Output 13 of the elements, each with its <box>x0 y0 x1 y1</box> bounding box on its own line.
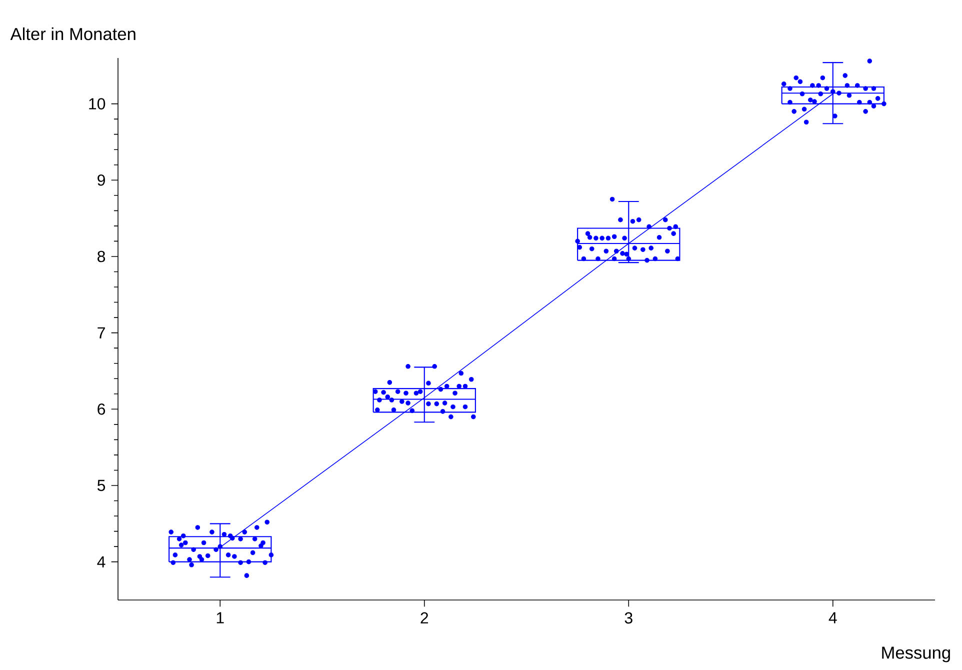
x-tick-label: 1 <box>216 612 224 624</box>
y-tick-label: 9 <box>98 174 105 186</box>
y-axis-title: Alter in Monaten <box>10 27 136 40</box>
y-tick-label: 10 <box>89 98 106 110</box>
y-tick-label: 8 <box>98 250 106 262</box>
y-tick-label: 5 <box>97 480 106 492</box>
x-tick-label: 4 <box>828 612 837 624</box>
x-tick-label: 3 <box>624 612 632 624</box>
x-axis-title: Messung <box>882 646 950 662</box>
y-tick-label: 7 <box>98 327 105 338</box>
y-tick-label: 6 <box>98 403 106 415</box>
x-tick-label: 2 <box>420 612 428 624</box>
y-tick-label: 4 <box>97 556 106 568</box>
